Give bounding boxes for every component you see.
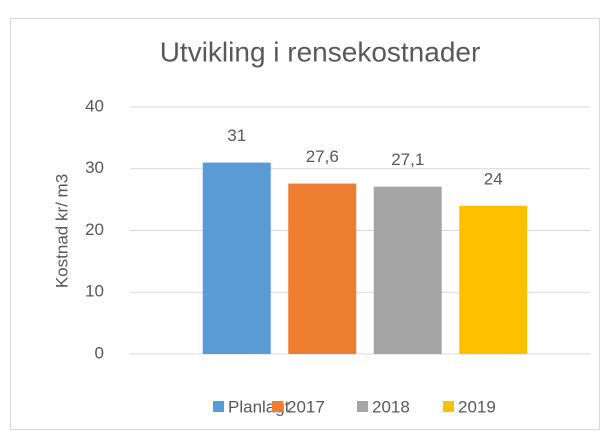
legend-swatch <box>213 401 224 412</box>
y-tick-label: 40 <box>85 96 104 115</box>
y-tick-label: 10 <box>85 282 104 301</box>
y-axis-label: Kostnad kr/ m3 <box>52 174 71 288</box>
bar <box>288 183 357 354</box>
chart-title: Utvikling i rensekostnader <box>160 36 481 67</box>
data-label: 24 <box>484 169 503 188</box>
data-label: 27,6 <box>306 147 339 166</box>
y-tick-label: 30 <box>85 158 104 177</box>
y-tick-label: 0 <box>95 343 104 362</box>
y-tick-label: 20 <box>85 220 104 239</box>
bar <box>202 162 271 354</box>
legend-swatch <box>272 401 283 412</box>
data-label: 31 <box>227 126 246 145</box>
legend-swatch <box>357 401 368 412</box>
legend-label: 2019 <box>458 397 496 416</box>
legend-swatch <box>443 401 454 412</box>
legend-label: 2017 <box>287 397 325 416</box>
data-label: 27,1 <box>391 150 424 169</box>
legend-label: 2018 <box>372 397 410 416</box>
bar <box>459 205 528 354</box>
bar <box>373 186 442 354</box>
